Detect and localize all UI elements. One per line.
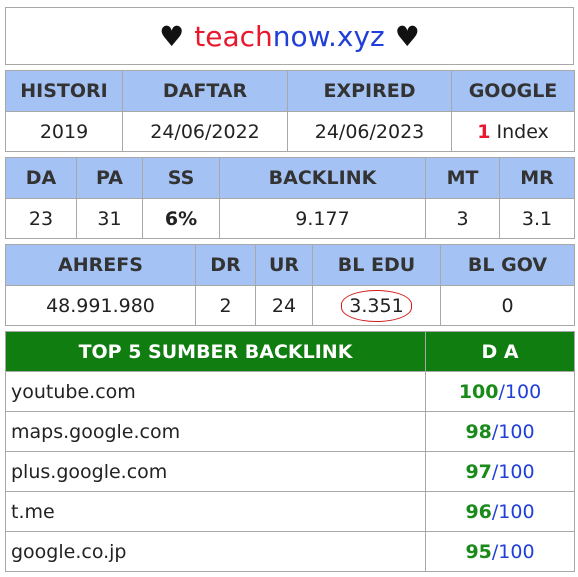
value-bl-edu: 3.351 <box>313 286 441 326</box>
da-score: 97 <box>465 461 491 483</box>
backlink-source-site: maps.google.com <box>6 412 426 452</box>
backlink-source-site: t.me <box>6 492 426 532</box>
da-max: 100 <box>498 421 534 443</box>
header-ur: UR <box>256 245 313 286</box>
header-dr: DR <box>196 245 256 286</box>
value-google: 1 Index <box>452 112 575 152</box>
header-mr: MR <box>500 158 575 199</box>
backlink-source-site: youtube.com <box>6 372 426 412</box>
google-index-label: Index <box>496 121 548 143</box>
backlink-source-da: 100/100 <box>426 372 575 412</box>
da-score: 100 <box>459 381 499 403</box>
value-ahrefs: 48.991.980 <box>6 286 196 326</box>
heart-icon-left: ♥ <box>159 20 184 53</box>
metrics-table: DA PA SS BACKLINK MT MR 23 31 6% 9.177 3… <box>5 157 575 239</box>
top5-row: google.co.jp 95/100 <box>6 532 575 572</box>
value-daftar: 24/06/2022 <box>123 112 288 152</box>
header-pa: PA <box>77 158 143 199</box>
top5-row: plus.google.com 97/100 <box>6 452 575 492</box>
da-max: 100 <box>505 381 541 403</box>
da-max: 100 <box>498 461 534 483</box>
da-score: 95 <box>465 541 491 563</box>
top5-header-title: TOP 5 SUMBER BACKLINK <box>6 332 426 372</box>
value-dr: 2 <box>196 286 256 326</box>
header-daftar: DAFTAR <box>123 71 288 112</box>
value-ss: 6% <box>143 199 220 239</box>
top5-header-da: D A <box>426 332 575 372</box>
header-bl-gov: BL GOV <box>441 245 575 286</box>
site-name-part2: now.xyz <box>273 20 385 53</box>
header-ahrefs: AHREFS <box>6 245 196 286</box>
value-backlink: 9.177 <box>220 199 426 239</box>
value-bl-gov: 0 <box>441 286 575 326</box>
header-mt: MT <box>426 158 500 199</box>
header-da: DA <box>6 158 77 199</box>
value-pa: 31 <box>77 199 143 239</box>
top5-backlink-table: TOP 5 SUMBER BACKLINK D A youtube.com 100… <box>5 331 575 572</box>
value-da: 23 <box>6 199 77 239</box>
header-bl-edu: BL EDU <box>313 245 441 286</box>
value-ur: 24 <box>256 286 313 326</box>
backlink-source-da: 98/100 <box>426 412 575 452</box>
backlink-source-da: 95/100 <box>426 532 575 572</box>
value-mr: 3.1 <box>500 199 575 239</box>
bl-edu-circled-value: 3.351 <box>341 290 411 322</box>
header-expired: EXPIRED <box>288 71 452 112</box>
header-histori: HISTORI <box>6 71 123 112</box>
site-title: ♥ teach now.xyz ♥ <box>5 7 574 65</box>
top5-row: maps.google.com 98/100 <box>6 412 575 452</box>
value-histori: 2019 <box>6 112 123 152</box>
ahrefs-table: AHREFS DR UR BL EDU BL GOV 48.991.980 2 … <box>5 244 575 326</box>
header-backlink: BACKLINK <box>220 158 426 199</box>
site-name-part1: teach <box>194 20 273 53</box>
top5-row: t.me 96/100 <box>6 492 575 532</box>
value-expired: 24/06/2023 <box>288 112 452 152</box>
backlink-source-site: google.co.jp <box>6 532 426 572</box>
domain-history-table: HISTORI DAFTAR EXPIRED GOOGLE 2019 24/06… <box>5 70 575 152</box>
backlink-source-site: plus.google.com <box>6 452 426 492</box>
backlink-source-da: 97/100 <box>426 452 575 492</box>
da-max: 100 <box>498 501 534 523</box>
top5-row: youtube.com 100/100 <box>6 372 575 412</box>
da-max: 100 <box>498 541 534 563</box>
header-ss: SS <box>143 158 220 199</box>
heart-icon-right: ♥ <box>395 20 420 53</box>
value-mt: 3 <box>426 199 500 239</box>
backlink-source-da: 96/100 <box>426 492 575 532</box>
google-index-count: 1 <box>477 121 490 143</box>
da-score: 96 <box>465 501 491 523</box>
header-google: GOOGLE <box>452 71 575 112</box>
da-score: 98 <box>465 421 491 443</box>
